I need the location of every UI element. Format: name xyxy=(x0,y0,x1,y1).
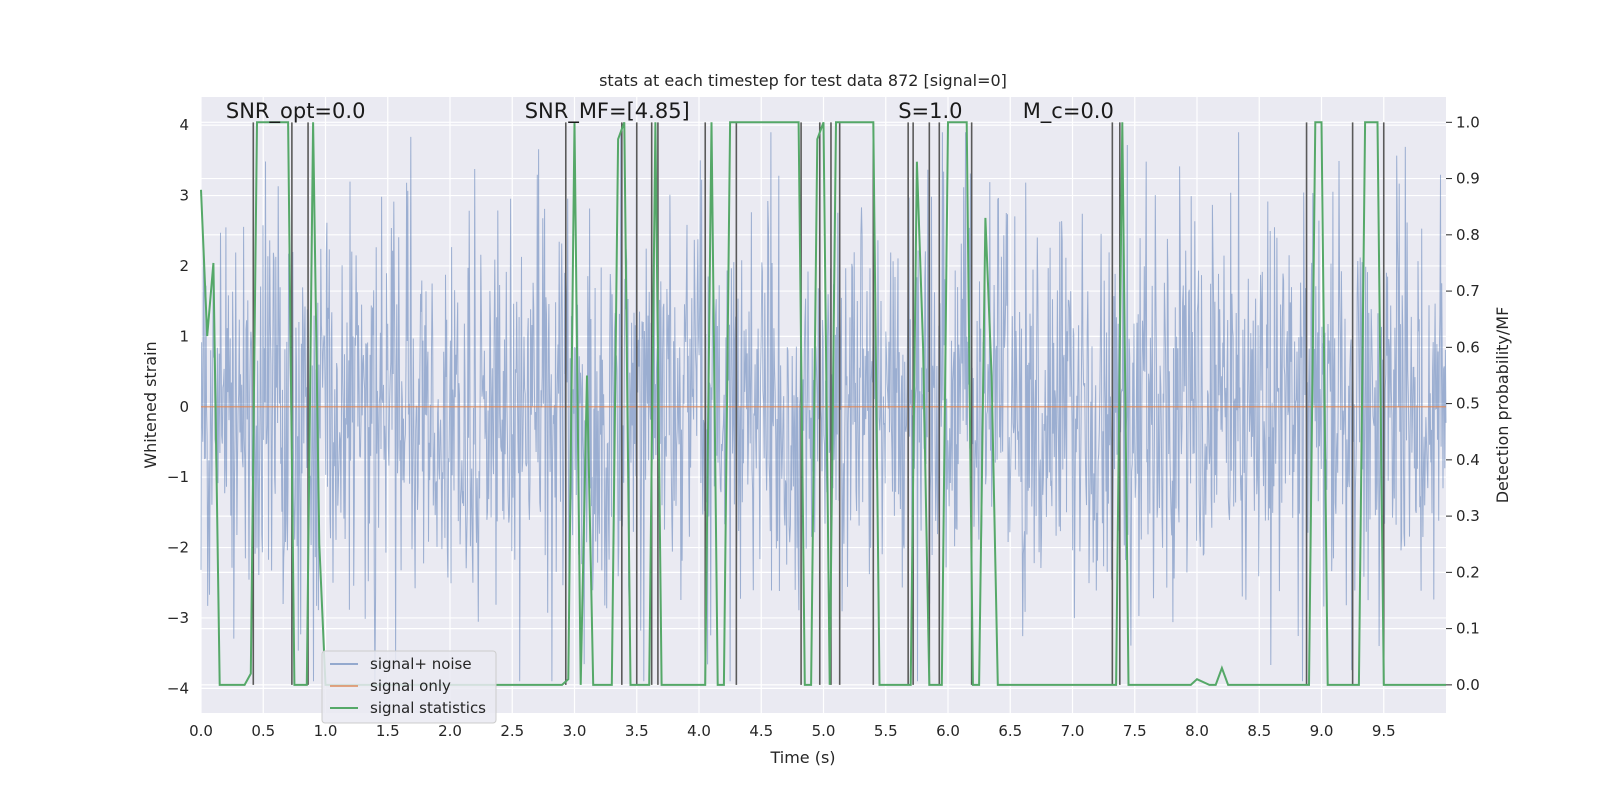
series-line-signal-noise xyxy=(200,132,1447,682)
y-right-tick-label: 1.0 xyxy=(1456,113,1480,131)
y-axis-label: Whitened strain xyxy=(141,341,160,468)
y-axis-label-right: Detection probability/MF xyxy=(1493,307,1512,504)
legend-label-signal-only: signal only xyxy=(370,677,451,695)
y-tick-label: 2 xyxy=(179,257,189,275)
x-tick-label: 1.0 xyxy=(314,722,338,740)
x-tick-label: 0.0 xyxy=(189,722,213,740)
x-tick-label: 4.5 xyxy=(749,722,773,740)
x-tick-label: 6.5 xyxy=(998,722,1022,740)
x-tick-label: 7.0 xyxy=(1061,722,1085,740)
x-tick-label: 3.0 xyxy=(563,722,587,740)
y-right-tick-label: 0.9 xyxy=(1456,170,1480,188)
y-tick-labels: −4 −3 −2 −1 0 1 2 3 4 xyxy=(167,116,189,697)
x-tick-label: 8.5 xyxy=(1247,722,1271,740)
y-right-tick-label: 0.0 xyxy=(1456,676,1480,694)
y-tick-label: 4 xyxy=(179,116,189,134)
legend-label-signal-statistics: signal statistics xyxy=(370,699,486,717)
y-right-tick-label: 0.7 xyxy=(1456,282,1480,300)
annotation-2: S=1.0 xyxy=(898,99,962,123)
y-right-tick-label: 0.1 xyxy=(1456,620,1480,638)
x-tick-label: 8.0 xyxy=(1185,722,1209,740)
x-tick-label: 1.5 xyxy=(376,722,400,740)
series-signal-statistics xyxy=(200,121,1446,686)
y-tick-label: −3 xyxy=(167,609,189,627)
y-tick-label: 0 xyxy=(179,398,189,416)
x-tick-label: 6.0 xyxy=(936,722,960,740)
y-right-tick-label: 0.6 xyxy=(1456,338,1480,356)
series-line-signal-statistics xyxy=(200,121,1446,686)
y-right-tick-label: 0.2 xyxy=(1456,563,1480,581)
legend-box xyxy=(321,650,497,724)
annotations: SNR_opt=0.0 SNR_MF=[4.85] S=1.0 M_c=0.0 xyxy=(226,99,1114,124)
y-tick-label: −1 xyxy=(167,468,189,486)
y-right-tick-label: 0.3 xyxy=(1456,507,1480,525)
x-tick-label: 7.5 xyxy=(1123,722,1147,740)
x-tick-label: 2.5 xyxy=(500,722,524,740)
annotation-3: M_c=0.0 xyxy=(1023,99,1114,124)
y-right-tick-labels: 0.0 0.1 0.2 0.3 0.4 0.5 0.6 0.7 0.8 0.9 1.0 xyxy=(1446,113,1480,694)
x-tick-label: 3.5 xyxy=(625,722,649,740)
chart-title: stats at each timestep for test data 872… xyxy=(599,71,1007,90)
x-tick-label: 4.0 xyxy=(687,722,711,740)
y-right-tick-label: 0.8 xyxy=(1456,226,1480,244)
x-tick-label: 2.0 xyxy=(438,722,462,740)
y-tick-label: −4 xyxy=(167,679,189,697)
x-tick-label: 9.5 xyxy=(1372,722,1396,740)
x-tick-label: 9.0 xyxy=(1310,722,1334,740)
y-tick-label: 1 xyxy=(179,327,189,345)
x-axis-label: Time (s) xyxy=(769,748,835,767)
x-tick-label: 0.5 xyxy=(251,722,275,740)
y-right-tick-label: 0.4 xyxy=(1456,451,1480,469)
legend: signal+ noise signal only signal statist… xyxy=(321,650,497,724)
y-right-tick-label: 0.5 xyxy=(1456,395,1480,413)
x-tick-label: 5.5 xyxy=(874,722,898,740)
annotation-0: SNR_opt=0.0 xyxy=(226,99,366,124)
x-tick-labels: 0.0 0.5 1.0 1.5 2.0 2.5 3.0 3.5 4.0 4.5 5.0 5.5 6.0 6… xyxy=(189,722,1396,740)
y-tick-label: −2 xyxy=(167,539,189,557)
x-tick-label: 5.0 xyxy=(812,722,836,740)
annotation-1: SNR_MF=[4.85] xyxy=(525,99,690,124)
legend-label-signal-noise: signal+ noise xyxy=(370,655,472,673)
series-signal-noise xyxy=(200,132,1447,682)
y-tick-label: 3 xyxy=(179,187,189,205)
